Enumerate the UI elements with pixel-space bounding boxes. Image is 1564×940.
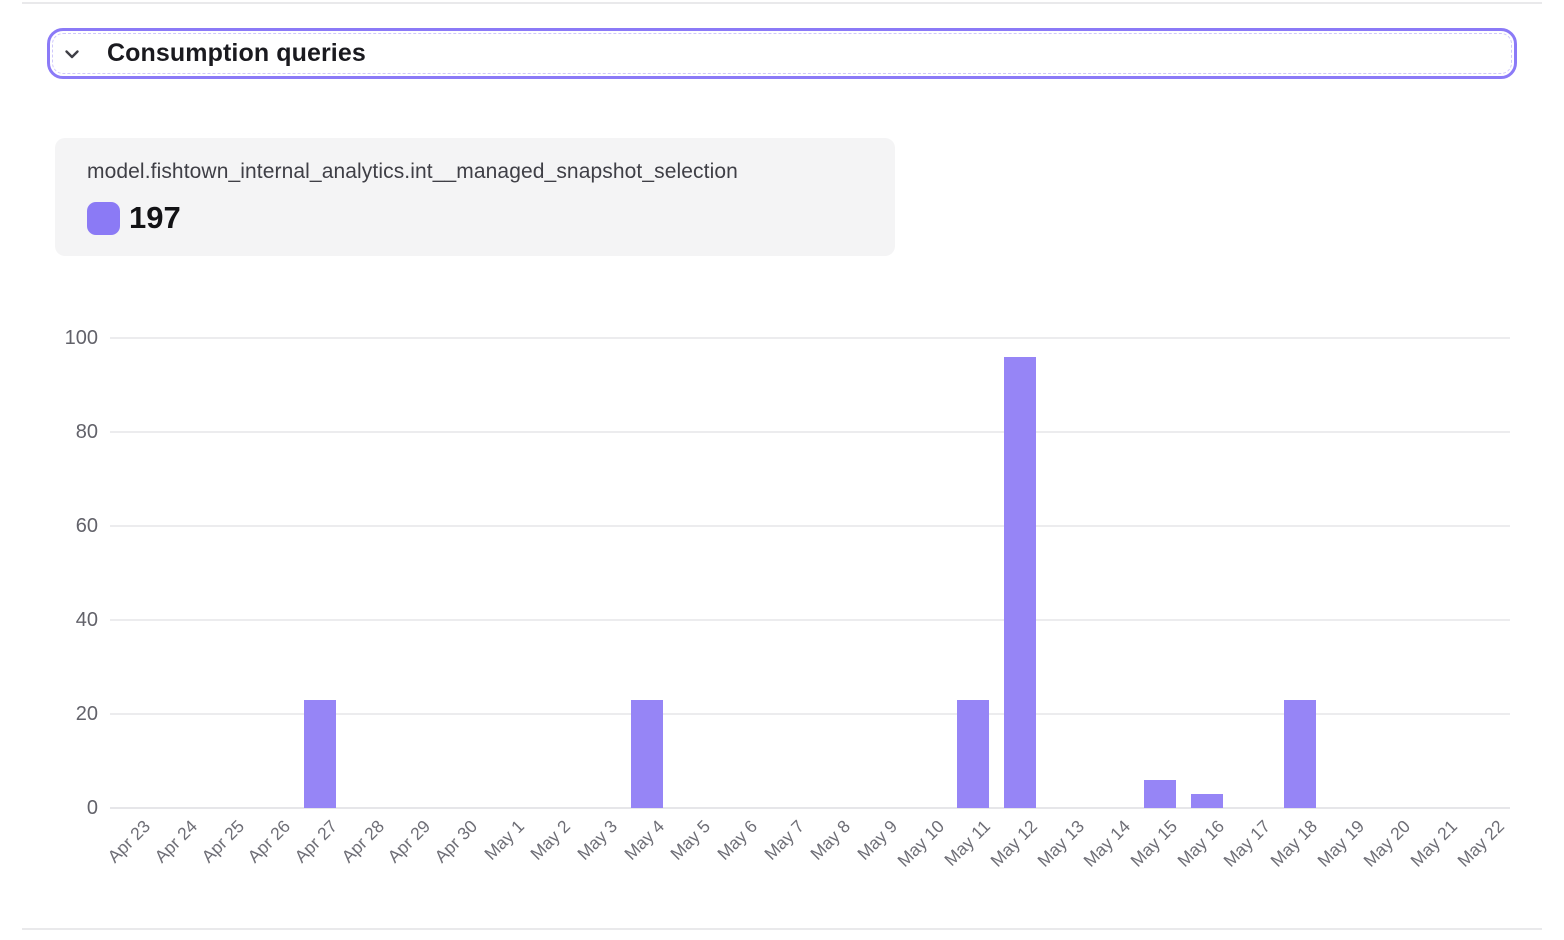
series-name: model.fishtown_internal_analytics.int__m… xyxy=(87,160,738,183)
x-tick-label-may-4: May 4 xyxy=(619,816,668,864)
x-tick-label-may-22: May 22 xyxy=(1453,816,1508,871)
series-value: 197 xyxy=(129,200,181,235)
series-color-swatch xyxy=(87,201,120,235)
gridline-y-100 xyxy=(110,337,1510,339)
x-tick-label-may-21: May 21 xyxy=(1406,816,1462,871)
gridline-y-60 xyxy=(110,525,1510,527)
gridline-y-40 xyxy=(110,619,1510,621)
bar-may-16[interactable] xyxy=(1190,793,1223,808)
y-tick-label-20: 20 xyxy=(75,703,98,725)
x-tick-label-apr-28: Apr 28 xyxy=(337,816,388,867)
x-tick-label-apr-25: Apr 25 xyxy=(197,816,248,867)
gridline-y-80 xyxy=(110,431,1510,433)
bar-may-18[interactable] xyxy=(1284,699,1316,808)
x-tick-label-may-5: May 5 xyxy=(666,816,715,864)
y-tick-label-0: 0 xyxy=(86,797,98,819)
x-tick-label-may-18: May 18 xyxy=(1266,816,1322,871)
x-tick-label-may-20: May 20 xyxy=(1359,816,1415,871)
x-tick-label-may-8: May 8 xyxy=(806,816,855,864)
y-tick-label-60: 60 xyxy=(75,515,98,537)
x-tick-label-may-14: May 14 xyxy=(1079,816,1135,871)
x-tick-label-may-15: May 15 xyxy=(1126,816,1182,871)
bar-apr-27[interactable] xyxy=(304,699,336,808)
section-title: Consumption queries xyxy=(107,39,366,67)
y-tick-label-100: 100 xyxy=(64,327,98,349)
x-tick-label-may-17: May 17 xyxy=(1219,816,1275,871)
x-tick-label-apr-23: Apr 23 xyxy=(103,816,155,867)
x-tick-label-apr-29: Apr 29 xyxy=(383,816,435,867)
x-tick-label-may-12: May 12 xyxy=(986,816,1042,871)
x-tick-label-may-7: May 7 xyxy=(759,816,808,864)
x-tick-label-may-11: May 11 xyxy=(940,816,995,870)
bar-may-15[interactable] xyxy=(1144,779,1176,808)
y-tick-label-80: 80 xyxy=(75,421,98,443)
series-tooltip-card: model.fishtown_internal_analytics.int__m… xyxy=(55,138,895,256)
bar-may-11[interactable] xyxy=(957,699,990,808)
x-tick-label-may-13: May 13 xyxy=(1033,816,1088,871)
x-tick-label-may-10: May 10 xyxy=(893,816,948,871)
consumption-queries-section-header[interactable]: Consumption queries xyxy=(47,28,1517,79)
x-tick-label-may-19: May 19 xyxy=(1313,816,1368,871)
chevron-down-icon[interactable] xyxy=(62,44,82,64)
bottom-divider xyxy=(22,928,1542,930)
x-tick-label-may-16: May 16 xyxy=(1173,816,1228,871)
x-tick-label-may-6: May 6 xyxy=(713,816,762,864)
y-tick-label-40: 40 xyxy=(75,609,98,631)
x-tick-label-apr-24: Apr 24 xyxy=(150,816,202,867)
x-tick-label-apr-27: Apr 27 xyxy=(290,816,342,867)
x-tick-label-apr-26: Apr 26 xyxy=(243,816,295,867)
bar-may-4[interactable] xyxy=(630,699,663,808)
x-tick-label-may-1: May 1 xyxy=(479,816,528,864)
top-divider xyxy=(22,2,1542,4)
x-tick-label-may-2: May 2 xyxy=(526,816,575,864)
bar-may-12[interactable] xyxy=(1004,356,1036,808)
x-tick-label-apr-30: Apr 30 xyxy=(430,816,482,867)
x-tick-label-may-9: May 9 xyxy=(853,816,902,864)
series-value-row: 197 xyxy=(87,200,863,236)
x-tick-label-may-3: May 3 xyxy=(573,816,622,864)
